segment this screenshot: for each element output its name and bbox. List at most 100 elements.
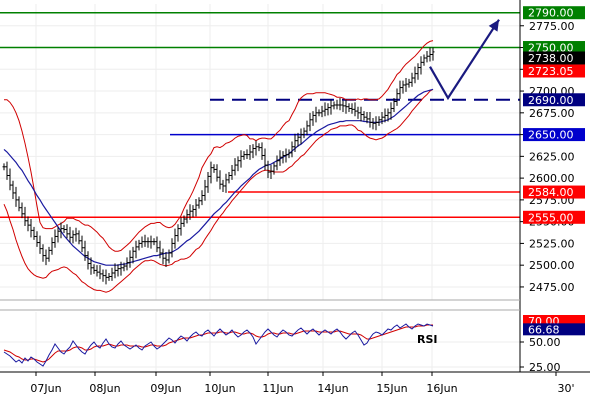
- y-tick-label: 2525.00: [529, 237, 575, 250]
- price-bar: [326, 103, 330, 116]
- rsi-signal-line: [3, 324, 433, 363]
- price-bar: [323, 102, 327, 117]
- y-tick-label: 2500.00: [529, 259, 575, 272]
- price-bar: [269, 165, 273, 179]
- price-bar: [389, 102, 393, 120]
- price-bar: [404, 78, 408, 92]
- price-bar: [68, 226, 72, 243]
- price-bar: [254, 140, 258, 156]
- price-bar: [65, 224, 69, 239]
- y-tick-label: 2775.00: [529, 20, 575, 33]
- price-bar: [83, 240, 87, 261]
- price-bar: [38, 235, 42, 254]
- price-bar: [401, 80, 405, 94]
- price-bar: [371, 118, 375, 130]
- price-bar: [53, 229, 57, 248]
- chart-frame: [0, 0, 590, 373]
- rsi-line: [3, 323, 434, 367]
- price-tag-box: [523, 64, 585, 78]
- price-bar: [140, 236, 144, 248]
- price-bar: [95, 265, 99, 277]
- price-bar: [245, 149, 249, 159]
- price-bar: [215, 164, 219, 182]
- price-bar: [221, 179, 225, 193]
- price-tag-box: [523, 128, 585, 142]
- price-bar: [74, 227, 78, 242]
- price-bar: [197, 197, 201, 209]
- price-bar: [152, 238, 156, 246]
- x-tick-label: 15Jun: [376, 382, 407, 395]
- main-plot-grid: [0, 4, 520, 300]
- price-bar: [29, 219, 33, 238]
- price-tag-label: 2690.00: [528, 94, 574, 107]
- x-tick-label: 08Jun: [89, 382, 120, 395]
- price-bar: [302, 127, 306, 139]
- price-tag-box: [523, 93, 585, 107]
- price-bar: [182, 215, 186, 227]
- price-bar: [299, 128, 303, 145]
- price-bar: [26, 216, 30, 232]
- price-tag-label: 2750.00: [528, 42, 574, 55]
- price-bar: [134, 240, 138, 259]
- price-tag: 2584.00: [523, 185, 585, 199]
- rsi-plot-grid: [0, 312, 520, 372]
- price-bar: [281, 151, 285, 164]
- price-bar: [200, 190, 204, 206]
- price-bar: [398, 80, 402, 99]
- price-bar: [341, 100, 345, 112]
- price-bar: [413, 66, 417, 84]
- price-bar: [185, 209, 189, 224]
- price-bar: [98, 265, 102, 280]
- price-bar: [170, 238, 174, 258]
- price-bar: [50, 237, 54, 255]
- price-bar: [314, 106, 318, 123]
- y-tick-label: 2625.00: [529, 150, 575, 163]
- price-bar: [263, 148, 267, 171]
- price-bar: [248, 145, 252, 160]
- price-bar: [164, 252, 168, 267]
- rsi-label: RSI: [417, 333, 438, 346]
- price-bar: [113, 263, 117, 279]
- price-bar: [335, 99, 339, 110]
- price-bar: [419, 56, 423, 75]
- bollinger-lower-line: [3, 88, 434, 293]
- price-tag-box: [523, 185, 585, 199]
- price-bar: [422, 54, 426, 66]
- price-bar: [23, 206, 27, 226]
- price-bar: [11, 180, 15, 200]
- price-bar: [101, 269, 105, 282]
- price-bar: [374, 116, 378, 131]
- price-bar: [308, 112, 312, 132]
- price-bar: [149, 235, 153, 249]
- price-bar: [368, 111, 372, 128]
- price-tag: 2738.00: [523, 51, 585, 65]
- price-bar: [209, 161, 213, 184]
- price-bar: [158, 240, 162, 259]
- price-bar: [59, 222, 63, 239]
- support-resistance-levels: [0, 11, 520, 219]
- price-bar: [236, 156, 240, 172]
- price-tag: 2555.00: [523, 210, 585, 224]
- price-tag-label: 2584.00: [528, 186, 574, 199]
- price-bar: [47, 246, 51, 262]
- price-bar: [407, 78, 411, 88]
- x-tick-label: 30': [557, 382, 574, 395]
- y-tick-label: 2600.00: [529, 172, 575, 185]
- price-bar: [146, 237, 150, 248]
- price-bar: [86, 251, 90, 270]
- price-tag: 2790.00: [523, 6, 585, 20]
- price-bar: [350, 103, 354, 114]
- bollinger-upper-line: [4, 40, 434, 252]
- x-tick-label: 10Jun: [204, 382, 235, 395]
- price-bar: [257, 143, 261, 152]
- price-bar: [242, 151, 246, 160]
- price-bar: [260, 142, 264, 160]
- price-bar: [383, 108, 387, 123]
- rsi-lines: [3, 323, 434, 367]
- projection-path: [429, 19, 500, 101]
- price-bar: [287, 149, 291, 159]
- price-bar: [305, 120, 309, 136]
- price-bar: [92, 264, 96, 274]
- price-bar: [227, 172, 231, 184]
- y-tick-label: 2475.00: [529, 281, 575, 294]
